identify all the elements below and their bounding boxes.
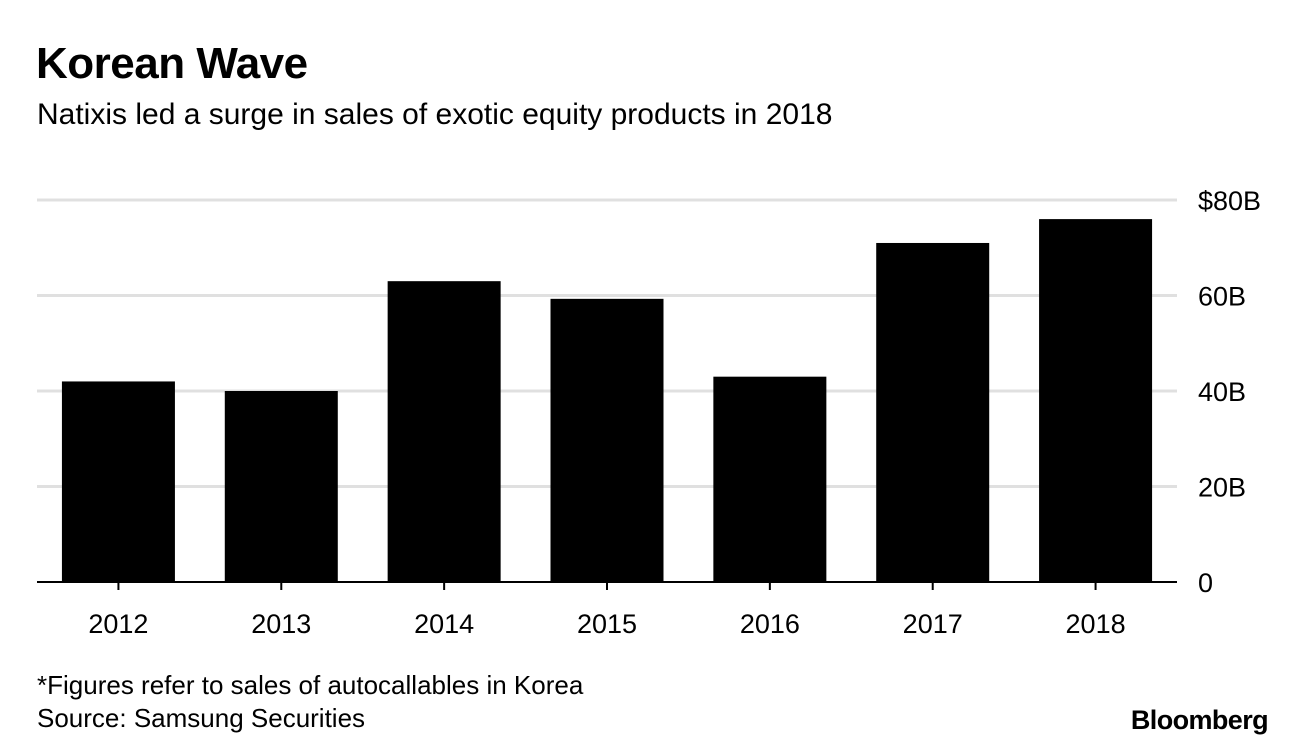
y-tick-label: 20B (1198, 473, 1246, 503)
x-tick-label: 2012 (88, 609, 148, 639)
bar-2012 (61, 381, 175, 582)
bar-2018 (1039, 219, 1153, 582)
y-tick-label: 40B (1198, 377, 1246, 407)
y-tick-label: 60B (1198, 282, 1246, 312)
chart-title: Korean Wave (36, 39, 308, 88)
source-note: Source: Samsung Securities (37, 703, 366, 733)
y-tick-label: $80B (1198, 186, 1261, 216)
x-tick-label: 2016 (740, 609, 800, 639)
x-tick-label: 2018 (1066, 609, 1126, 639)
chart-subtitle: Natixis led a surge in sales of exotic e… (37, 98, 833, 131)
bloomberg-logo: Bloomberg (1130, 705, 1269, 735)
bar-2015 (550, 298, 664, 582)
bar-2013 (224, 391, 338, 582)
footnote: *Figures refer to sales of autocallables… (37, 670, 584, 700)
bar-2014 (387, 281, 501, 582)
y-tick-label: 0 (1198, 568, 1213, 598)
x-tick-label: 2017 (903, 609, 963, 639)
x-tick-label: 2014 (414, 609, 474, 639)
bar-2016 (713, 376, 827, 582)
bar-2017 (876, 242, 990, 582)
x-tick-label: 2015 (577, 609, 637, 639)
x-tick-label: 2013 (251, 609, 311, 639)
